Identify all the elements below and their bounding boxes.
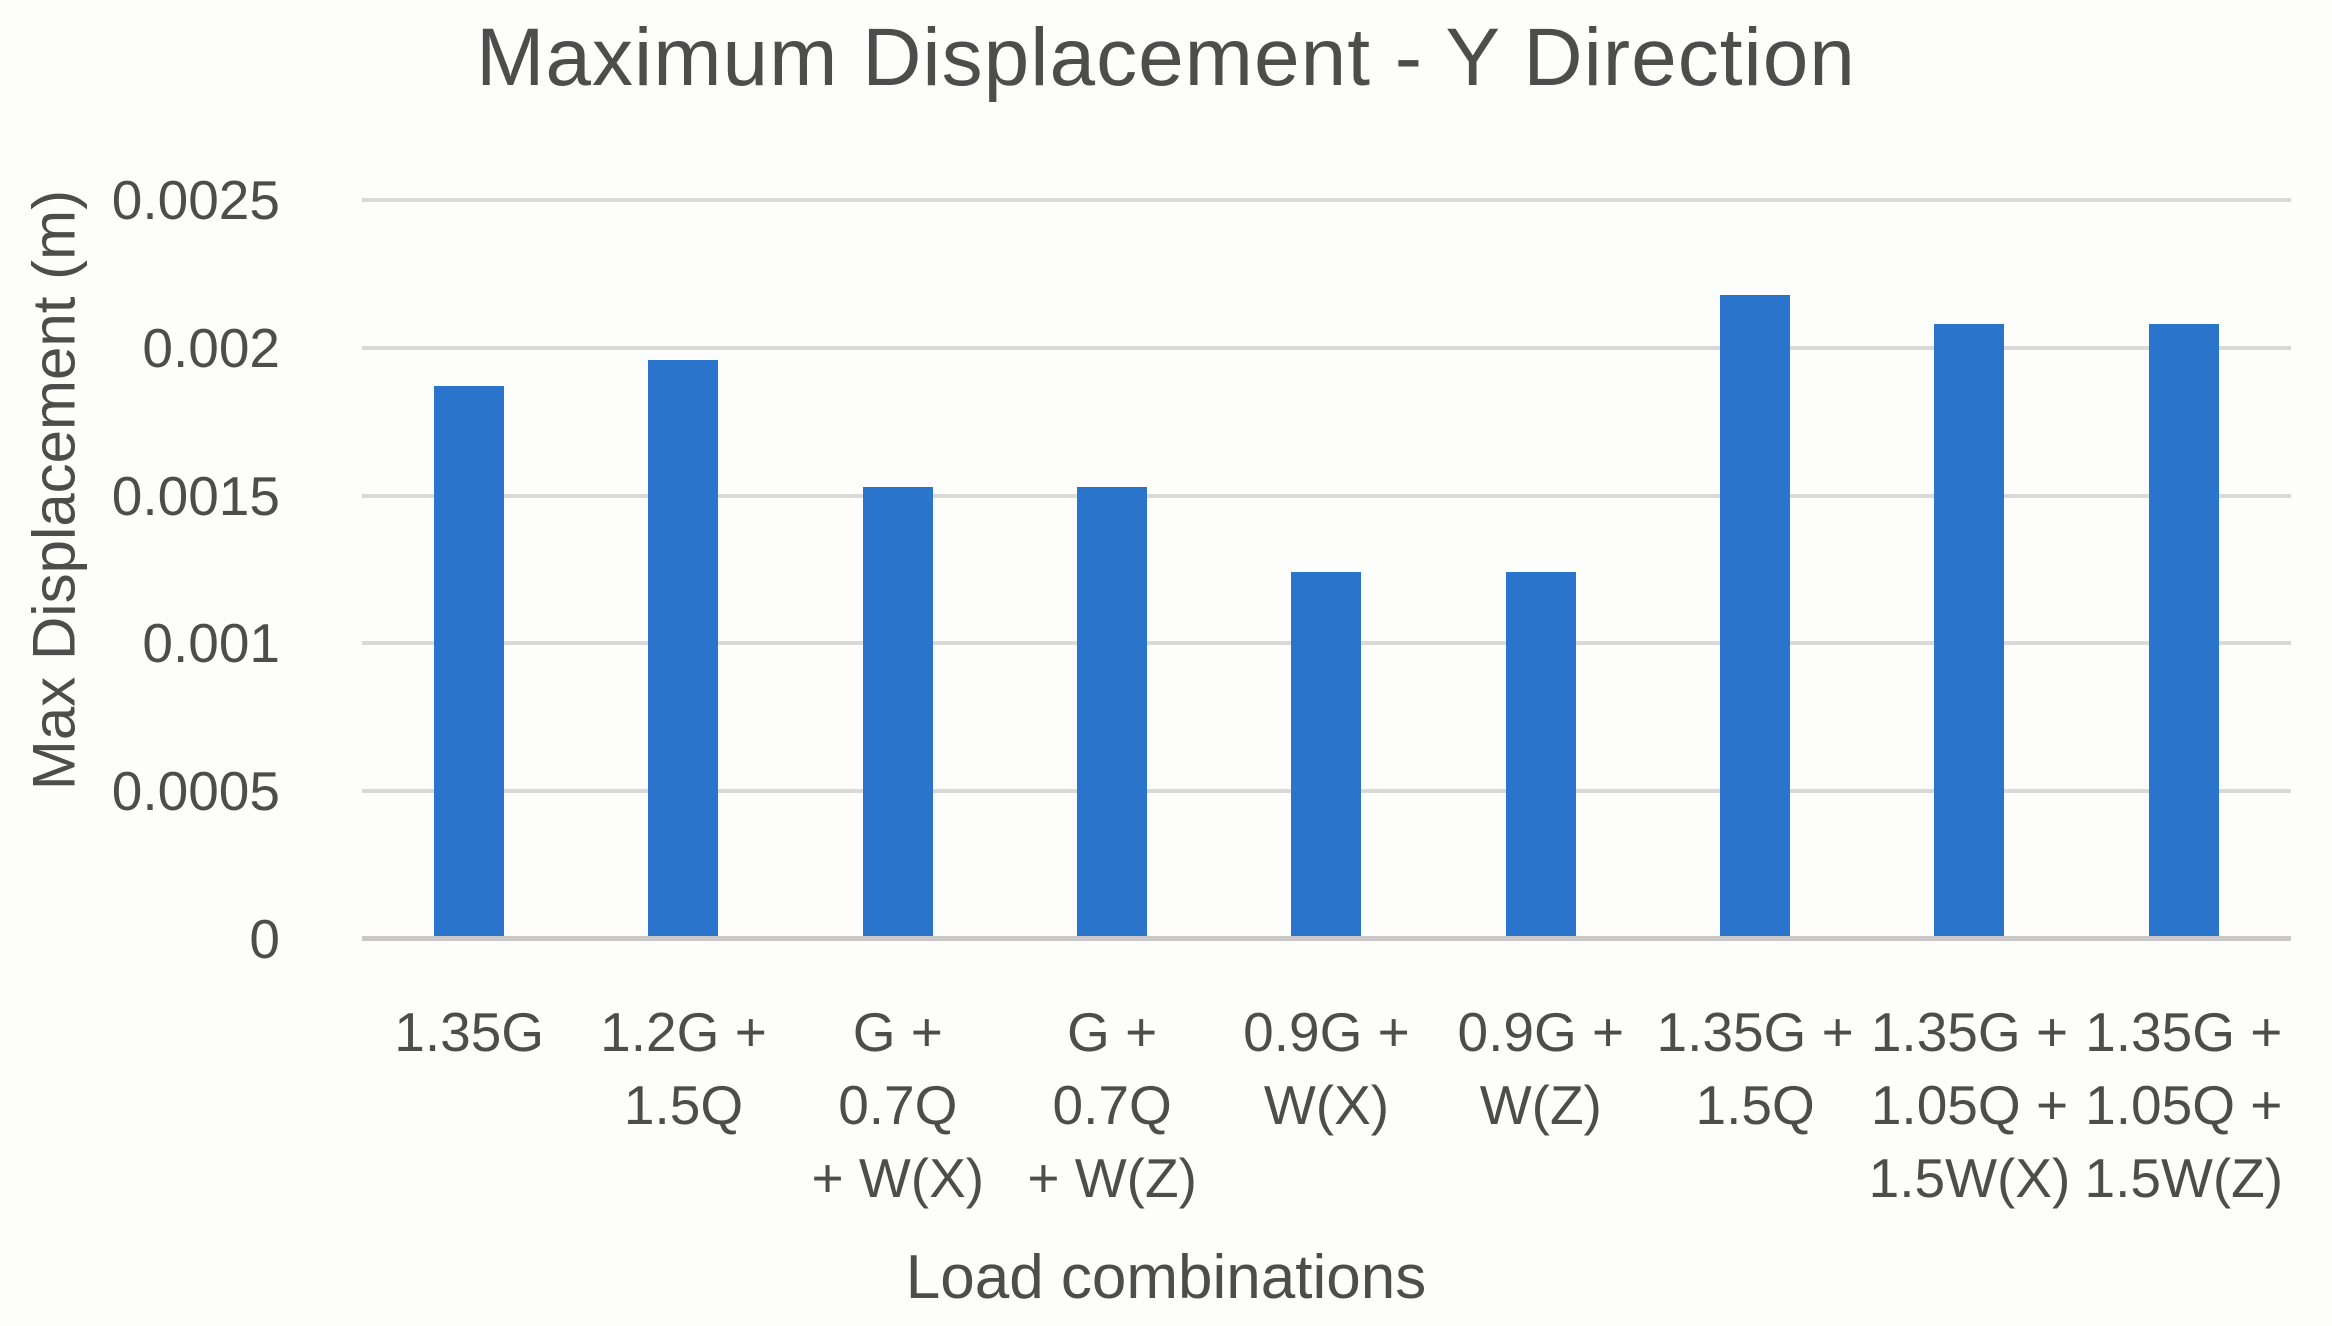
plot-area bbox=[362, 198, 2291, 941]
x-axis-line bbox=[362, 936, 2291, 941]
gridline bbox=[362, 198, 2291, 202]
bar-1.35G + 1.05Q + 1.5W(X) bbox=[1934, 324, 2005, 939]
y-tick-label: 0.002 bbox=[142, 316, 280, 379]
y-tick-label: 0.0005 bbox=[111, 760, 280, 823]
bar-slot bbox=[1005, 200, 1219, 939]
x-category-label: 0.9G + W(Z) bbox=[1457, 1001, 1625, 1136]
bar-1.35G bbox=[434, 386, 505, 939]
y-tick-label: 0.001 bbox=[142, 612, 280, 675]
bar-0.9G + W(Z) bbox=[1505, 572, 1576, 939]
gridline bbox=[362, 345, 2291, 350]
x-category-label: G + 0.7Q + W(X) bbox=[811, 1001, 985, 1209]
bar-G + 0.7Q + W(X) bbox=[862, 486, 933, 939]
y-tick-label: 0 bbox=[249, 908, 280, 970]
bar-1.2G + 1.5Q bbox=[648, 359, 719, 939]
bar-slot bbox=[362, 200, 576, 939]
x-axis-title: Load combinations bbox=[905, 1243, 1427, 1312]
x-category-label: G + 0.7Q + W(Z) bbox=[1027, 1001, 1197, 1209]
y-tick-label: 0.0015 bbox=[111, 464, 280, 527]
bar-0.9G + W(X) bbox=[1291, 572, 1362, 939]
x-category-label: 1.35G bbox=[394, 1001, 545, 1063]
bar-slot bbox=[576, 200, 790, 939]
bar-1.35G + 1.05Q + 1.5W(Z) bbox=[2148, 324, 2219, 939]
y-axis-ticks: 0 0.0005 0.001 0.0015 0.002 0.0025 bbox=[0, 0, 320, 1326]
bar-1.35G + 1.5Q bbox=[1720, 294, 1791, 939]
x-category-label: 1.35G + 1.05Q + 1.5W(Z) bbox=[2084, 1001, 2284, 1209]
y-tick-label: 0.0025 bbox=[111, 169, 280, 231]
bar-slot bbox=[1648, 200, 1862, 939]
bar-slot bbox=[791, 200, 1005, 939]
bar-slot bbox=[1434, 200, 1648, 939]
bar-slot bbox=[1862, 200, 2076, 939]
x-category-label: 1.35G + 1.5Q bbox=[1656, 1001, 1854, 1136]
x-axis-labels: 1.35G 1.2G + 1.5Q G + 0.7Q + W(X) G + 0.7Q … bbox=[362, 996, 2291, 1215]
chart-title: Maximum Displacement - Y Direction bbox=[476, 12, 1856, 103]
bars-row bbox=[362, 200, 2291, 939]
bar-slot bbox=[1219, 200, 1433, 939]
bar-G + 0.7Q + W(Z) bbox=[1077, 486, 1148, 939]
bar-slot bbox=[2077, 200, 2291, 939]
x-category-label: 0.9G + W(X) bbox=[1243, 1001, 1410, 1136]
x-category-label: 1.35G + 1.05Q + 1.5W(X) bbox=[1868, 1001, 2071, 1209]
gridline bbox=[362, 493, 2291, 498]
x-category-label: 1.2G + 1.5Q bbox=[600, 1001, 767, 1136]
